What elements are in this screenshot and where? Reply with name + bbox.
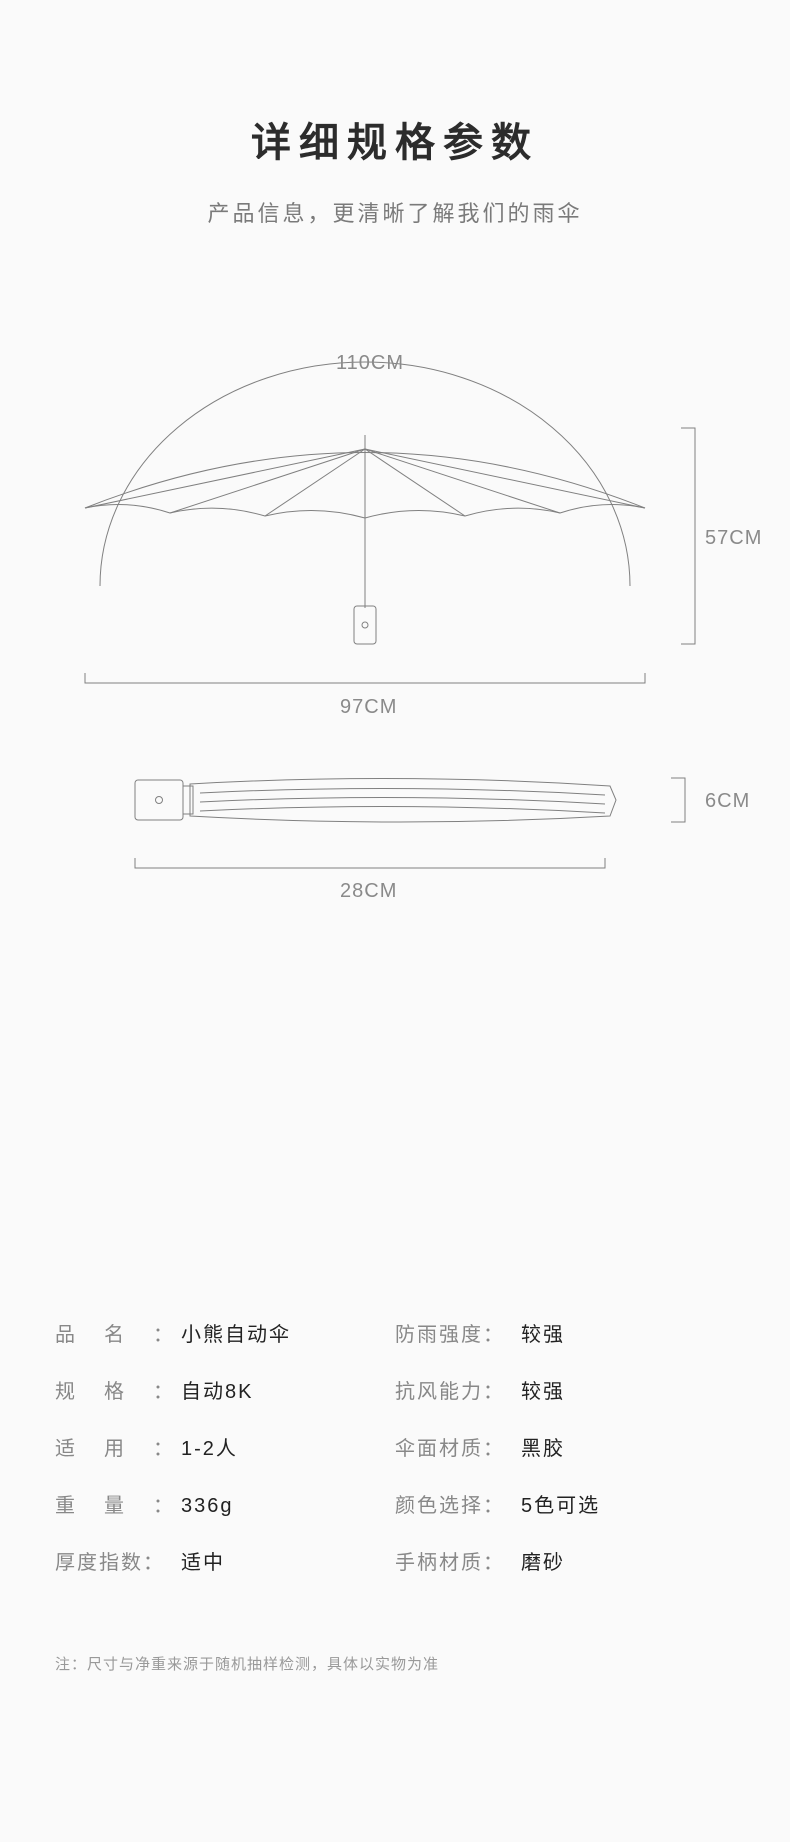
spec-label: 适用： [55,1432,175,1461]
diagram-svg [50,288,740,928]
spec-row: 颜色选择：5色可选 [395,1489,735,1518]
spec-label: 重量： [55,1489,175,1518]
spec-row: 手柄材质：磨砂 [395,1546,735,1575]
spec-row: 品名：小熊自动伞 [55,1318,395,1347]
spec-row: 抗风能力：较强 [395,1375,735,1404]
specs-table: 品名：小熊自动伞规格：自动8K适用：1-2人重量：336g厚度指数：适中 防雨强… [50,1318,740,1603]
spec-value: 自动8K [181,1375,253,1404]
spec-label: 抗风能力： [395,1375,515,1404]
spec-value: 336g [181,1495,234,1518]
spec-row: 适用：1-2人 [55,1432,395,1461]
spec-label: 厚度指数： [55,1546,175,1575]
spec-row: 重量： 336g [55,1489,395,1518]
dim-arc-label: 110CM [336,352,404,375]
spec-value: 小熊自动伞 [181,1318,291,1347]
spec-label: 伞面材质： [395,1432,515,1461]
spec-column-left: 品名：小熊自动伞规格：自动8K适用：1-2人重量：336g厚度指数：适中 [55,1318,395,1603]
spec-label: 品名： [55,1318,175,1347]
spec-value: 5色可选 [521,1489,600,1518]
dim-folded-height-label: 6CM [705,790,750,813]
footnote: 注：尺寸与净重来源于随机抽样检测，具体以实物为准 [50,1653,740,1674]
page-title: 详细规格参数 [50,110,740,168]
page-subtitle: 产品信息，更清晰了解我们的雨伞 [50,196,740,228]
dimension-diagram: 110CM 57CM 97CM 6CM 28CM [50,288,740,1188]
dim-height-label: 57CM [705,527,762,550]
spec-label: 颜色选择： [395,1489,515,1518]
dim-folded-width-label: 28CM [340,880,397,903]
dim-open-width-label: 97CM [340,696,397,719]
spec-value: 较强 [521,1318,565,1347]
spec-label: 规格： [55,1375,175,1404]
spec-value: 适中 [181,1546,225,1575]
spec-row: 防雨强度：较强 [395,1318,735,1347]
spec-row: 厚度指数：适中 [55,1546,395,1575]
spec-value: 较强 [521,1375,565,1404]
spec-label: 防雨强度： [395,1318,515,1347]
spec-value: 磨砂 [521,1546,565,1575]
spec-row: 伞面材质：黑胶 [395,1432,735,1461]
spec-row: 规格：自动8K [55,1375,395,1404]
spec-label: 手柄材质： [395,1546,515,1575]
spec-column-right: 防雨强度：较强抗风能力：较强伞面材质：黑胶颜色选择：5色可选手柄材质：磨砂 [395,1318,735,1603]
spec-value: 黑胶 [521,1432,565,1461]
spec-value: 1-2人 [181,1432,238,1461]
